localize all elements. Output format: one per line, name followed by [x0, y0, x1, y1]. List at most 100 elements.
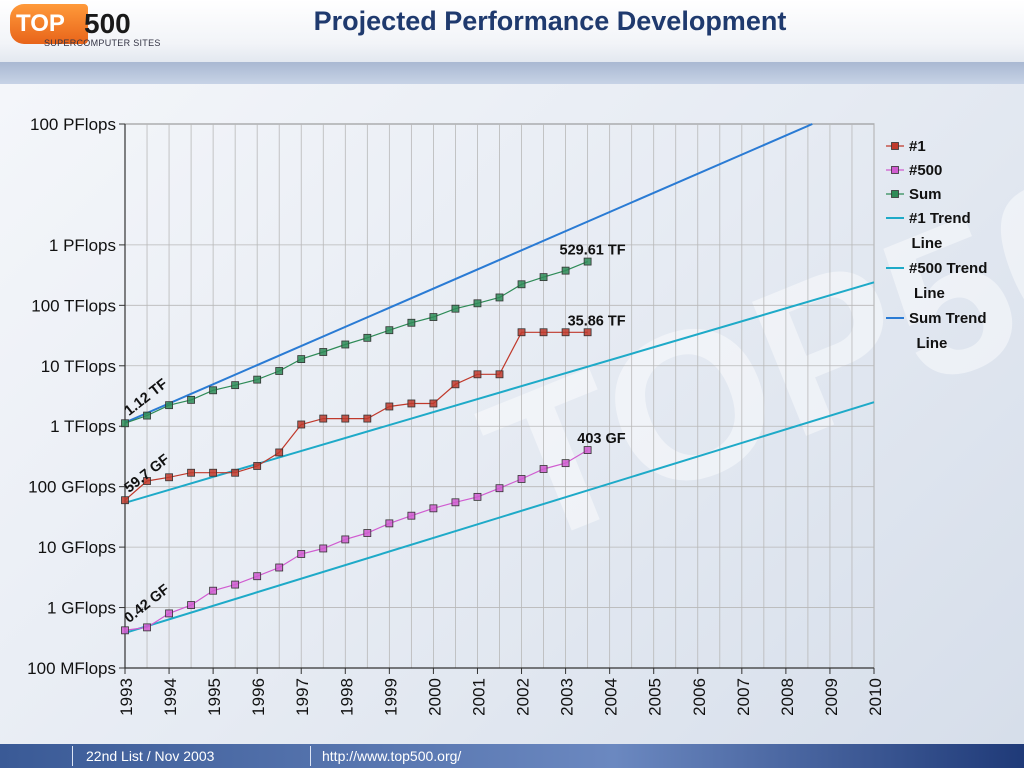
x-tick-label: 2006 [690, 678, 709, 716]
data-point [319, 414, 328, 423]
data-point [451, 304, 460, 313]
data-point [121, 496, 129, 505]
header-bar: TOP 500 SUPERCOMPUTER SITES Projected Pe… [0, 0, 1024, 62]
data-point [187, 468, 195, 477]
legend-label: #500 [909, 162, 942, 179]
legend-label: #1 Trend [909, 210, 971, 227]
data-point [539, 465, 548, 473]
data-point [319, 348, 328, 356]
data-point [143, 623, 151, 632]
series-line [124, 261, 588, 424]
data-point [561, 459, 570, 468]
data-point [539, 273, 548, 282]
slide-body: TOP500 100 MFlops 1 GFlops 10 GFlops 100 GF… [0, 84, 1024, 744]
data-point [407, 399, 416, 408]
page-title: Projected Performance Development [313, 6, 787, 36]
legend-label: Line [917, 335, 948, 352]
footer-bar: 22nd List / Nov 2003 http://www.top500.o… [0, 744, 1024, 768]
data-point [187, 395, 195, 404]
data-point [341, 340, 350, 349]
x-tick-label: 2002 [514, 678, 533, 716]
data-point [517, 328, 526, 337]
footer-divider [310, 746, 311, 766]
x-tick-label: 2007 [734, 678, 753, 716]
data-point [363, 333, 372, 342]
data-point [143, 477, 151, 485]
data-point [451, 498, 460, 507]
data-point [517, 475, 526, 483]
chart-axes: 100 MFlops 1 GFlops 10 GFlops 100 GFlops 1 T… [27, 115, 885, 716]
footer-url-link[interactable]: http://www.top500.org/ [322, 748, 462, 764]
x-tick-label: 1993 [117, 678, 136, 716]
footer-list-label: 22nd List / Nov 2003 [86, 748, 215, 764]
y-tick-label: 100 PFlops [30, 115, 116, 134]
legend-label: Sum Trend [909, 310, 987, 327]
x-tick-label: 2008 [778, 678, 797, 716]
legend-swatch-marker [891, 166, 899, 174]
x-tick-label: 2005 [646, 678, 665, 716]
chart-legend: #1 #500 Sum #1 Trend Line #500 Trend Line Sum T… [886, 138, 987, 352]
data-point [231, 468, 240, 477]
data-point [429, 504, 438, 513]
x-tick-label: 1999 [381, 678, 400, 716]
trend-line [124, 123, 813, 424]
logo-subtitle: SUPERCOMPUTER SITES [44, 38, 161, 48]
x-tick-label: 2001 [469, 678, 488, 716]
series-line [124, 331, 588, 501]
legend-label: Line [914, 285, 945, 302]
top500-logo[interactable]: TOP 500 SUPERCOMPUTER SITES [4, 2, 180, 54]
data-point [473, 299, 482, 308]
y-tick-label: 100 GFlops [28, 478, 116, 497]
y-tick-label: 10 GFlops [38, 538, 116, 557]
data-point [429, 313, 438, 321]
data-label: 35.86 TF [568, 313, 626, 329]
x-tick-label: 2004 [602, 678, 621, 716]
footer-divider [72, 746, 73, 766]
data-point [385, 326, 394, 335]
data-point [209, 386, 218, 395]
data-point [209, 586, 218, 595]
legend-swatch-marker [891, 142, 899, 150]
data-point [297, 420, 306, 429]
trend-lines [124, 123, 875, 634]
data-point [165, 609, 173, 618]
data-point [495, 293, 504, 302]
data-point [385, 402, 394, 411]
data-point [165, 401, 173, 410]
legend-swatch-marker [891, 190, 899, 198]
x-tick-label: 1995 [205, 678, 224, 716]
data-point [231, 381, 240, 390]
data-point [143, 411, 151, 420]
data-point [495, 484, 504, 493]
x-tick-label: 2000 [425, 678, 444, 716]
x-tick-label: 2010 [866, 678, 885, 716]
x-tick-label: 2009 [822, 678, 841, 716]
data-point [473, 370, 482, 379]
data-point [121, 419, 129, 428]
logo-number-text: 500 [84, 8, 131, 39]
legend-label: Line [912, 235, 943, 252]
data-point [495, 370, 504, 379]
y-tick-label: 10 TFlops [41, 357, 116, 376]
data-point [363, 414, 372, 423]
y-tick-label: 1 TFlops [50, 417, 116, 436]
data-point [341, 414, 350, 423]
y-tick-label: 1 GFlops [47, 599, 116, 618]
legend-label: #1 [909, 138, 926, 155]
data-label: 529.61 TF [560, 243, 626, 259]
data-label: 403 GF [577, 431, 625, 447]
legend-label: #500 Trend [909, 260, 987, 277]
data-point [275, 367, 284, 375]
data-point [231, 580, 240, 589]
data-point [407, 318, 416, 327]
data-point [363, 529, 372, 537]
data-point [209, 468, 218, 477]
logo-top-text: TOP [10, 4, 88, 44]
x-tick-label: 1994 [161, 678, 180, 716]
data-point [539, 328, 548, 337]
series-line [124, 449, 588, 631]
data-series [121, 257, 592, 635]
y-tick-label: 100 MFlops [27, 659, 116, 678]
data-point [341, 535, 350, 544]
